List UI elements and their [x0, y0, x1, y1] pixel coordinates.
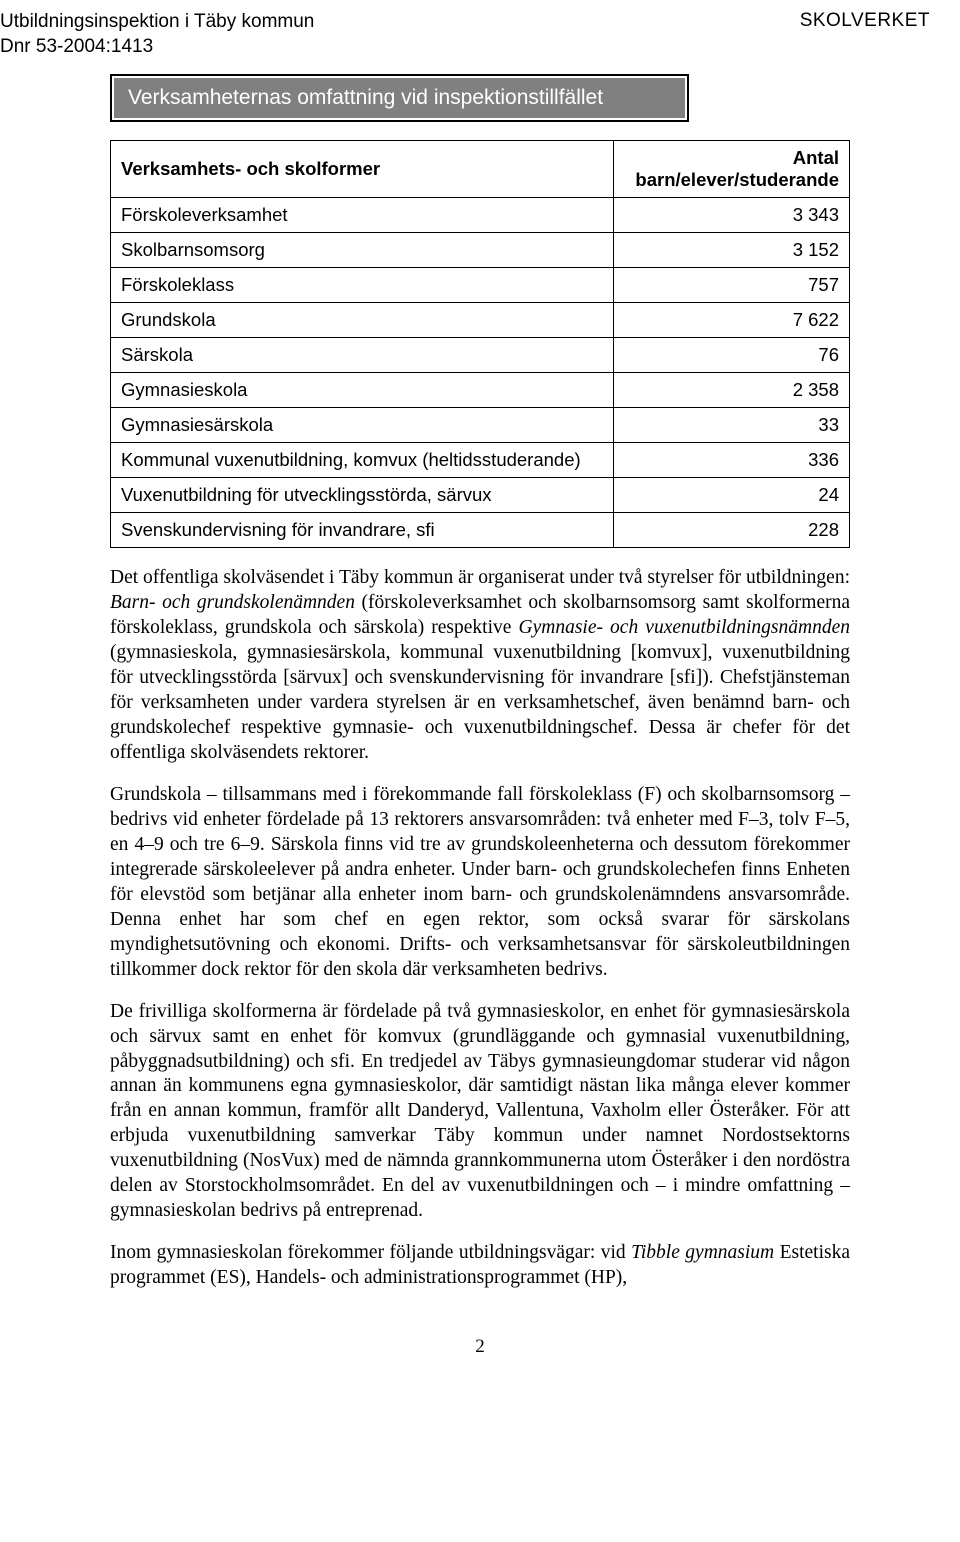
table-cell-label: Skolbarnsomsorg [111, 233, 614, 268]
table-cell-label: Gymnasiesärskola [111, 408, 614, 443]
section-title-box: Verksamheternas omfattning vid inspektio… [110, 74, 689, 122]
text-run: Inom gymnasieskolan förekommer följande … [110, 1242, 631, 1263]
table-cell-value: 24 [613, 478, 849, 513]
paragraph-2: Grundskola – tillsammans med i förekomma… [110, 783, 850, 983]
data-table: Verksamhets- och skolformer Antal barn/e… [110, 140, 850, 548]
italic-run: Barn- och grundskolenämnden [110, 592, 355, 613]
italic-run: Gymnasie- och vuxenutbildningsnämnden [519, 617, 851, 638]
table-cell-label: Gymnasieskola [111, 373, 614, 408]
table-row: Svenskundervisning för invandrare, sfi22… [111, 513, 850, 548]
table-cell-label: Vuxenutbildning för utvecklingsstörda, s… [111, 478, 614, 513]
header-dnr: Dnr 53-2004:1413 [0, 35, 314, 60]
table-cell-label: Grundskola [111, 303, 614, 338]
table-row: Särskola76 [111, 338, 850, 373]
table-cell-label: Särskola [111, 338, 614, 373]
main-content: Verksamheternas omfattning vid inspektio… [0, 59, 960, 1378]
body-text: Det offentliga skolväsendet i Täby kommu… [110, 566, 850, 1291]
table-row: Gymnasieskola2 358 [111, 373, 850, 408]
table-cell-value: 33 [613, 408, 849, 443]
table-cell-value: 3 343 [613, 198, 849, 233]
section-title: Verksamheternas omfattning vid inspektio… [112, 76, 687, 120]
italic-run: Tibble gymnasium [631, 1242, 774, 1263]
table-row: Gymnasiesärskola33 [111, 408, 850, 443]
table-cell-value: 7 622 [613, 303, 849, 338]
table-row: Förskoleklass757 [111, 268, 850, 303]
table-cell-value: 336 [613, 443, 849, 478]
table-row: Kommunal vuxenutbildning, komvux (heltid… [111, 443, 850, 478]
table-cell-value: 228 [613, 513, 849, 548]
table-row: Skolbarnsomsorg3 152 [111, 233, 850, 268]
table-cell-label: Förskoleverksamhet [111, 198, 614, 233]
table-cell-label: Kommunal vuxenutbildning, komvux (heltid… [111, 443, 614, 478]
table-cell-value: 3 152 [613, 233, 849, 268]
header-left: Utbildningsinspektion i Täby kommun Dnr … [0, 10, 314, 59]
table-cell-value: 2 358 [613, 373, 849, 408]
table-row: Vuxenutbildning för utvecklingsstörda, s… [111, 478, 850, 513]
table-row: Grundskola7 622 [111, 303, 850, 338]
table-row: Förskoleverksamhet3 343 [111, 198, 850, 233]
header-title: Utbildningsinspektion i Täby kommun [0, 10, 314, 35]
paragraph-1: Det offentliga skolväsendet i Täby kommu… [110, 566, 850, 766]
table-cell-value: 757 [613, 268, 849, 303]
text-run: (gymnasieskola, gymnasiesärskola, kommun… [110, 642, 850, 763]
header-agency: SKOLVERKET [800, 10, 930, 32]
table-header-right: Antal barn/elever/studerande [613, 141, 849, 198]
paragraph-4: Inom gymnasieskolan förekommer följande … [110, 1241, 850, 1291]
table-cell-value: 76 [613, 338, 849, 373]
table-header-row: Verksamhets- och skolformer Antal barn/e… [111, 141, 850, 198]
page-number: 2 [110, 1336, 850, 1358]
table-cell-label: Svenskundervisning för invandrare, sfi [111, 513, 614, 548]
table-cell-label: Förskoleklass [111, 268, 614, 303]
document-header: Utbildningsinspektion i Täby kommun Dnr … [0, 0, 960, 59]
table-header-left: Verksamhets- och skolformer [111, 141, 614, 198]
text-run: Det offentliga skolväsendet i Täby kommu… [110, 567, 850, 588]
paragraph-3: De frivilliga skolformerna är fördelade … [110, 1000, 850, 1225]
